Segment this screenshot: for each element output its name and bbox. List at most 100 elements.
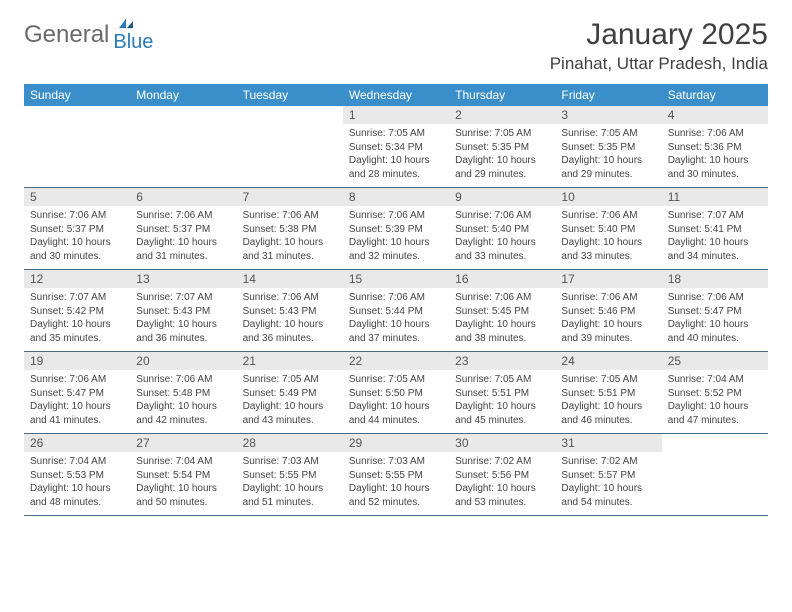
day-number: 20 bbox=[130, 352, 236, 370]
daylight-line-2: and 33 minutes. bbox=[455, 250, 549, 264]
sunrise-line: Sunrise: 7:07 AM bbox=[668, 209, 762, 223]
daylight-line-1: Daylight: 10 hours bbox=[30, 400, 124, 414]
sunrise-line: Sunrise: 7:05 AM bbox=[349, 373, 443, 387]
day-info: Sunrise: 7:03 AMSunset: 5:55 PMDaylight:… bbox=[343, 452, 449, 515]
day-cell: 14Sunrise: 7:06 AMSunset: 5:43 PMDayligh… bbox=[237, 270, 343, 351]
day-info: Sunrise: 7:05 AMSunset: 5:50 PMDaylight:… bbox=[343, 370, 449, 433]
sunset-line: Sunset: 5:47 PM bbox=[668, 305, 762, 319]
day-number: 24 bbox=[555, 352, 661, 370]
daylight-line-1: Daylight: 10 hours bbox=[668, 154, 762, 168]
day-cell: 20Sunrise: 7:06 AMSunset: 5:48 PMDayligh… bbox=[130, 352, 236, 433]
sunrise-line: Sunrise: 7:05 AM bbox=[349, 127, 443, 141]
daylight-line-1: Daylight: 10 hours bbox=[561, 482, 655, 496]
day-info: Sunrise: 7:06 AMSunset: 5:47 PMDaylight:… bbox=[24, 370, 130, 433]
day-info: Sunrise: 7:07 AMSunset: 5:41 PMDaylight:… bbox=[662, 206, 768, 269]
weekday-header-row: SundayMondayTuesdayWednesdayThursdayFrid… bbox=[24, 84, 768, 106]
day-cell: 16Sunrise: 7:06 AMSunset: 5:45 PMDayligh… bbox=[449, 270, 555, 351]
sunrise-line: Sunrise: 7:06 AM bbox=[243, 209, 337, 223]
day-number bbox=[237, 106, 343, 124]
daylight-line-1: Daylight: 10 hours bbox=[136, 400, 230, 414]
sunrise-line: Sunrise: 7:07 AM bbox=[30, 291, 124, 305]
sunset-line: Sunset: 5:36 PM bbox=[668, 141, 762, 155]
day-number: 4 bbox=[662, 106, 768, 124]
day-info: Sunrise: 7:06 AMSunset: 5:43 PMDaylight:… bbox=[237, 288, 343, 351]
week-row: 26Sunrise: 7:04 AMSunset: 5:53 PMDayligh… bbox=[24, 434, 768, 516]
daylight-line-1: Daylight: 10 hours bbox=[136, 318, 230, 332]
daylight-line-1: Daylight: 10 hours bbox=[349, 318, 443, 332]
day-cell: 31Sunrise: 7:02 AMSunset: 5:57 PMDayligh… bbox=[555, 434, 661, 515]
daylight-line-2: and 40 minutes. bbox=[668, 332, 762, 346]
daylight-line-1: Daylight: 10 hours bbox=[349, 482, 443, 496]
day-number: 10 bbox=[555, 188, 661, 206]
sunset-line: Sunset: 5:40 PM bbox=[561, 223, 655, 237]
day-info: Sunrise: 7:07 AMSunset: 5:43 PMDaylight:… bbox=[130, 288, 236, 351]
daylight-line-1: Daylight: 10 hours bbox=[243, 318, 337, 332]
day-info: Sunrise: 7:02 AMSunset: 5:56 PMDaylight:… bbox=[449, 452, 555, 515]
day-cell bbox=[130, 106, 236, 187]
daylight-line-2: and 48 minutes. bbox=[30, 496, 124, 510]
daylight-line-2: and 31 minutes. bbox=[136, 250, 230, 264]
sunset-line: Sunset: 5:52 PM bbox=[668, 387, 762, 401]
sunrise-line: Sunrise: 7:07 AM bbox=[136, 291, 230, 305]
day-number bbox=[24, 106, 130, 124]
sunset-line: Sunset: 5:55 PM bbox=[349, 469, 443, 483]
day-info: Sunrise: 7:07 AMSunset: 5:42 PMDaylight:… bbox=[24, 288, 130, 351]
day-info: Sunrise: 7:06 AMSunset: 5:46 PMDaylight:… bbox=[555, 288, 661, 351]
day-number: 19 bbox=[24, 352, 130, 370]
sunrise-line: Sunrise: 7:06 AM bbox=[136, 373, 230, 387]
daylight-line-2: and 47 minutes. bbox=[668, 414, 762, 428]
daylight-line-2: and 52 minutes. bbox=[349, 496, 443, 510]
daylight-line-2: and 34 minutes. bbox=[668, 250, 762, 264]
day-number: 8 bbox=[343, 188, 449, 206]
sunset-line: Sunset: 5:34 PM bbox=[349, 141, 443, 155]
day-cell: 15Sunrise: 7:06 AMSunset: 5:44 PMDayligh… bbox=[343, 270, 449, 351]
day-number: 26 bbox=[24, 434, 130, 452]
daylight-line-2: and 36 minutes. bbox=[243, 332, 337, 346]
page-header: GeneralBlue January 2025 Pinahat, Uttar … bbox=[24, 18, 768, 74]
day-cell bbox=[24, 106, 130, 187]
daylight-line-1: Daylight: 10 hours bbox=[30, 482, 124, 496]
sunrise-line: Sunrise: 7:06 AM bbox=[349, 209, 443, 223]
day-cell: 3Sunrise: 7:05 AMSunset: 5:35 PMDaylight… bbox=[555, 106, 661, 187]
day-cell: 19Sunrise: 7:06 AMSunset: 5:47 PMDayligh… bbox=[24, 352, 130, 433]
sunset-line: Sunset: 5:42 PM bbox=[30, 305, 124, 319]
daylight-line-1: Daylight: 10 hours bbox=[30, 318, 124, 332]
daylight-line-1: Daylight: 10 hours bbox=[455, 236, 549, 250]
daylight-line-2: and 33 minutes. bbox=[561, 250, 655, 264]
location-subtitle: Pinahat, Uttar Pradesh, India bbox=[550, 54, 768, 74]
daylight-line-2: and 46 minutes. bbox=[561, 414, 655, 428]
sunrise-line: Sunrise: 7:05 AM bbox=[455, 373, 549, 387]
day-number: 6 bbox=[130, 188, 236, 206]
sunrise-line: Sunrise: 7:02 AM bbox=[455, 455, 549, 469]
sunrise-line: Sunrise: 7:06 AM bbox=[136, 209, 230, 223]
day-number bbox=[662, 434, 768, 452]
day-info: Sunrise: 7:06 AMSunset: 5:47 PMDaylight:… bbox=[662, 288, 768, 351]
daylight-line-1: Daylight: 10 hours bbox=[455, 400, 549, 414]
daylight-line-1: Daylight: 10 hours bbox=[136, 236, 230, 250]
weekday-header: Wednesday bbox=[343, 84, 449, 106]
daylight-line-2: and 54 minutes. bbox=[561, 496, 655, 510]
sunrise-line: Sunrise: 7:06 AM bbox=[455, 209, 549, 223]
day-cell: 18Sunrise: 7:06 AMSunset: 5:47 PMDayligh… bbox=[662, 270, 768, 351]
day-cell: 27Sunrise: 7:04 AMSunset: 5:54 PMDayligh… bbox=[130, 434, 236, 515]
day-cell: 11Sunrise: 7:07 AMSunset: 5:41 PMDayligh… bbox=[662, 188, 768, 269]
daylight-line-2: and 44 minutes. bbox=[349, 414, 443, 428]
daylight-line-2: and 43 minutes. bbox=[243, 414, 337, 428]
daylight-line-2: and 41 minutes. bbox=[30, 414, 124, 428]
daylight-line-2: and 51 minutes. bbox=[243, 496, 337, 510]
day-number: 18 bbox=[662, 270, 768, 288]
day-info: Sunrise: 7:06 AMSunset: 5:39 PMDaylight:… bbox=[343, 206, 449, 269]
sunset-line: Sunset: 5:43 PM bbox=[243, 305, 337, 319]
daylight-line-1: Daylight: 10 hours bbox=[668, 318, 762, 332]
day-cell: 24Sunrise: 7:05 AMSunset: 5:51 PMDayligh… bbox=[555, 352, 661, 433]
daylight-line-2: and 31 minutes. bbox=[243, 250, 337, 264]
sunrise-line: Sunrise: 7:06 AM bbox=[243, 291, 337, 305]
sunrise-line: Sunrise: 7:06 AM bbox=[668, 127, 762, 141]
day-number: 11 bbox=[662, 188, 768, 206]
daylight-line-2: and 45 minutes. bbox=[455, 414, 549, 428]
day-info: Sunrise: 7:05 AMSunset: 5:51 PMDaylight:… bbox=[449, 370, 555, 433]
sunset-line: Sunset: 5:55 PM bbox=[243, 469, 337, 483]
day-cell: 8Sunrise: 7:06 AMSunset: 5:39 PMDaylight… bbox=[343, 188, 449, 269]
sunset-line: Sunset: 5:51 PM bbox=[455, 387, 549, 401]
day-number: 2 bbox=[449, 106, 555, 124]
